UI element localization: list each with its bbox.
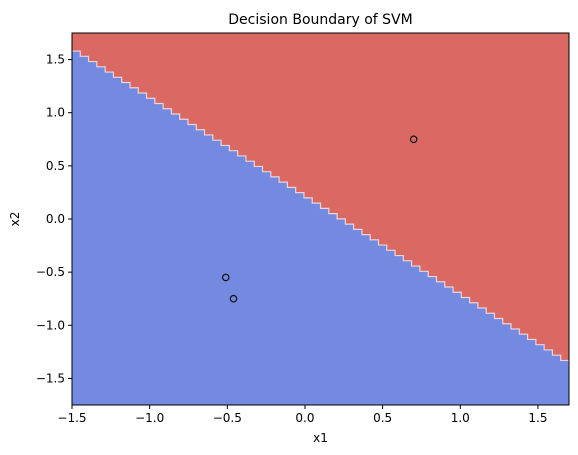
y-axis: −1.5 −1.0 −0.5 0.0 0.5 1.0 1.5 — [36, 53, 72, 385]
region-class-0 — [72, 51, 569, 405]
plot-frame — [71, 32, 570, 406]
decision-boundary-line — [72, 50, 569, 366]
x-tick-label: −0.5 — [213, 411, 242, 425]
x-tick-label: 1.0 — [451, 411, 470, 425]
x-axis: −1.5 −1.0 −0.5 0.0 0.5 1.0 1.5 — [57, 405, 547, 425]
x-tick-label: −1.5 — [57, 411, 86, 425]
data-point — [409, 135, 418, 144]
y-tick-label: 0.0 — [46, 212, 65, 226]
x-tick-label: −1.0 — [135, 411, 164, 425]
data-point — [221, 273, 230, 282]
plot-area — [72, 33, 569, 405]
y-tick-label: 1.5 — [46, 53, 65, 67]
y-tick-label: −0.5 — [36, 265, 65, 279]
y-axis-label: x2 — [8, 212, 22, 227]
y-tick-label: 1.0 — [46, 106, 65, 120]
x-tick-label: 0.5 — [373, 411, 392, 425]
y-tick-label: −1.5 — [36, 371, 65, 385]
x-tick-label: 0.0 — [295, 411, 314, 425]
chart-title: Decision Boundary of SVM — [228, 12, 412, 28]
y-tick-label: 0.5 — [46, 159, 65, 173]
x-tick-label: 1.5 — [528, 411, 547, 425]
y-tick-label: −1.0 — [36, 318, 65, 332]
x-axis-label: x1 — [313, 431, 328, 445]
data-point — [229, 294, 238, 303]
